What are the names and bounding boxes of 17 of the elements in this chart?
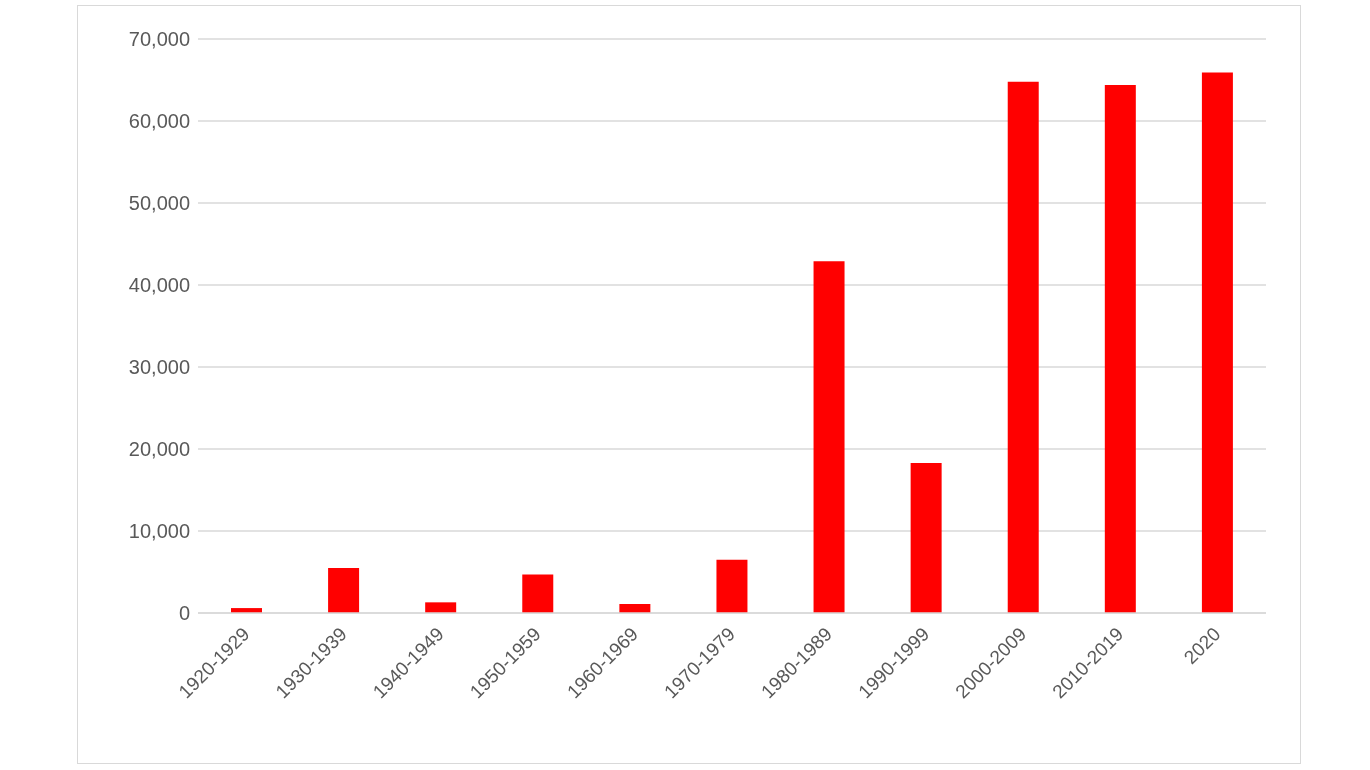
bar xyxy=(1104,84,1136,613)
y-tick-label: 0 xyxy=(178,602,190,625)
y-tick-label: 40,000 xyxy=(128,274,190,297)
bar xyxy=(328,567,360,613)
bar xyxy=(522,574,554,613)
y-tick-label: 50,000 xyxy=(128,192,190,215)
y-tick-label: 70,000 xyxy=(128,28,190,51)
bar xyxy=(716,559,748,613)
y-tick-label: 20,000 xyxy=(128,438,190,461)
bar xyxy=(1007,81,1039,613)
y-tick-label: 30,000 xyxy=(128,356,190,379)
bar xyxy=(1201,72,1233,613)
y-tick-label: 60,000 xyxy=(128,110,190,133)
bar xyxy=(910,462,942,613)
bar xyxy=(425,602,457,613)
y-tick-label: 10,000 xyxy=(128,520,190,543)
bar xyxy=(813,261,845,613)
